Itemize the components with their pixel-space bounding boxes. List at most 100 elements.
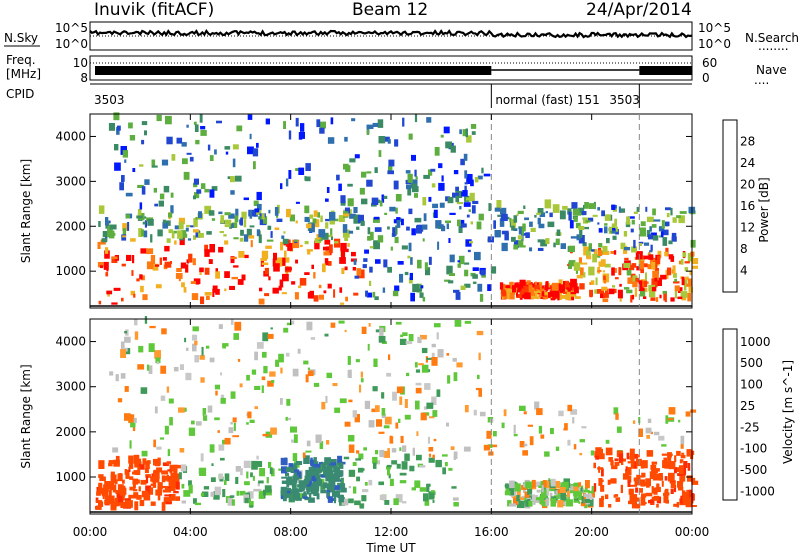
- heatmap-cell-power: [341, 267, 345, 274]
- heatmap-cell-velocity: [373, 462, 377, 469]
- heatmap-cell-power: [424, 262, 428, 270]
- heatmap-cell-power: [228, 213, 235, 219]
- heatmap-cell-velocity: [228, 427, 234, 434]
- heatmap-cell-velocity: [165, 497, 172, 504]
- heatmap-cell-power: [388, 166, 393, 174]
- colorbar-frame-power: [722, 119, 738, 293]
- colorbar-tick-label-velocity: -500: [740, 463, 767, 477]
- heatmap-cell-power: [448, 280, 454, 284]
- heatmap-cell-velocity: [109, 371, 114, 376]
- heatmap-cell-power: [633, 211, 638, 214]
- heatmap-cell-power: [157, 229, 163, 237]
- heatmap-cell-velocity: [453, 502, 459, 507]
- heatmap-cell-velocity: [175, 464, 183, 469]
- heatmap-cell-power: [344, 237, 349, 241]
- heatmap-cell-power: [513, 228, 518, 231]
- heatmap-cell-velocity: [352, 462, 357, 466]
- heatmap-cell-velocity: [372, 456, 378, 464]
- heatmap-cell-velocity: [128, 494, 135, 499]
- heatmap-cell-velocity: [107, 481, 114, 489]
- heatmap-cell-velocity: [270, 427, 277, 435]
- heatmap-cell-power: [410, 183, 417, 189]
- heatmap-cell-velocity: [108, 460, 116, 464]
- heatmap-cell-velocity: [227, 497, 233, 506]
- heatmap-cell-power: [587, 217, 594, 222]
- heatmap-cell-velocity: [368, 479, 373, 486]
- heatmap-cell-power: [208, 210, 215, 216]
- heatmap-cell-velocity: [533, 500, 536, 505]
- heatmap-cell-power: [186, 152, 192, 155]
- heatmap-cell-power: [383, 195, 388, 199]
- heatmap-cell-velocity: [676, 450, 681, 456]
- heatmap-cell-velocity: [254, 406, 258, 409]
- heatmap-cell-power: [136, 215, 143, 219]
- heatmap-cell-velocity: [338, 483, 346, 490]
- heatmap-cell-velocity: [157, 486, 162, 496]
- heatmap-cell-power: [631, 246, 637, 253]
- heatmap-cell-velocity: [328, 461, 332, 465]
- heatmap-cell-power: [147, 219, 154, 226]
- heatmap-cell-power: [578, 207, 585, 216]
- heatmap-cell-power: [462, 190, 468, 197]
- heatmap-cell-velocity: [605, 439, 610, 444]
- heatmap-cell-velocity: [432, 499, 435, 503]
- heatmap-cell-power: [200, 183, 206, 189]
- heatmap-cell-power: [626, 289, 633, 294]
- heatmap-cell-velocity: [143, 493, 151, 501]
- heatmap-cell-power: [618, 206, 621, 213]
- heatmap-cell-power: [639, 243, 642, 246]
- heatmap-cell-power: [121, 263, 126, 267]
- heatmap-cell-power: [98, 205, 105, 214]
- heatmap-cell-power: [528, 284, 533, 293]
- colorbar-tick-label-velocity: -25: [740, 420, 760, 434]
- heatmap-cell-velocity: [275, 359, 280, 367]
- heatmap-cell-power: [200, 126, 206, 130]
- heatmap-cell-power: [295, 168, 300, 171]
- heatmap-cell-power: [659, 294, 662, 299]
- heatmap-cell-power: [624, 247, 631, 251]
- heatmap-cell-velocity: [264, 485, 272, 493]
- heatmap-cell-velocity: [157, 482, 163, 490]
- heatmap-cell-power: [630, 295, 633, 303]
- heatmap-cell-power: [593, 249, 598, 258]
- heatmap-cell-power: [619, 283, 622, 287]
- heatmap-cell-power: [185, 264, 189, 273]
- heatmap-cell-velocity: [536, 497, 542, 501]
- heatmap-cell-velocity: [303, 479, 310, 485]
- heatmap-cell-power: [285, 267, 292, 271]
- heatmap-cell-power: [371, 197, 379, 205]
- heatmap-cell-power: [204, 244, 208, 252]
- heatmap-cell-power: [674, 285, 680, 292]
- heatmap-cell-velocity: [444, 462, 448, 467]
- heatmap-cell-velocity: [201, 346, 204, 356]
- heatmap-cell-velocity: [583, 489, 590, 493]
- heatmap-cell-velocity: [134, 318, 138, 326]
- heatmap-cell-velocity: [239, 383, 243, 388]
- heatmap-cell-velocity: [207, 405, 213, 413]
- heatmap-cell-velocity: [112, 447, 119, 453]
- heatmap-cell-power: [517, 210, 524, 214]
- heatmap-cell-power: [466, 135, 472, 143]
- heatmap-cell-power: [112, 256, 118, 260]
- heatmap-cell-power: [600, 292, 606, 299]
- heatmap-cell-power: [233, 265, 239, 268]
- heatmap-cell-velocity: [514, 483, 521, 492]
- heatmap-cell-power: [153, 187, 157, 193]
- heatmap-cell-velocity: [680, 442, 684, 449]
- heatmap-cell-velocity: [203, 415, 207, 421]
- heatmap-cell-velocity: [157, 457, 161, 466]
- heatmap-cell-velocity: [690, 409, 697, 413]
- heatmap-cell-velocity: [134, 331, 139, 340]
- heatmap-cell-velocity: [171, 465, 178, 472]
- heatmap-cell-power: [361, 171, 367, 178]
- heatmap-cell-velocity: [220, 457, 225, 461]
- colorbar-tick-label-velocity: -100: [740, 442, 767, 456]
- heatmap-cell-power: [539, 283, 542, 292]
- heatmap-cell-power: [247, 114, 253, 120]
- heatmap-cell-power: [122, 235, 126, 238]
- heatmap-cell-power: [566, 284, 570, 288]
- heatmap-cell-velocity: [220, 397, 226, 404]
- heatmap-cell-power: [612, 235, 617, 240]
- heatmap-cell-velocity: [286, 322, 292, 326]
- heatmap-cell-velocity: [473, 409, 477, 416]
